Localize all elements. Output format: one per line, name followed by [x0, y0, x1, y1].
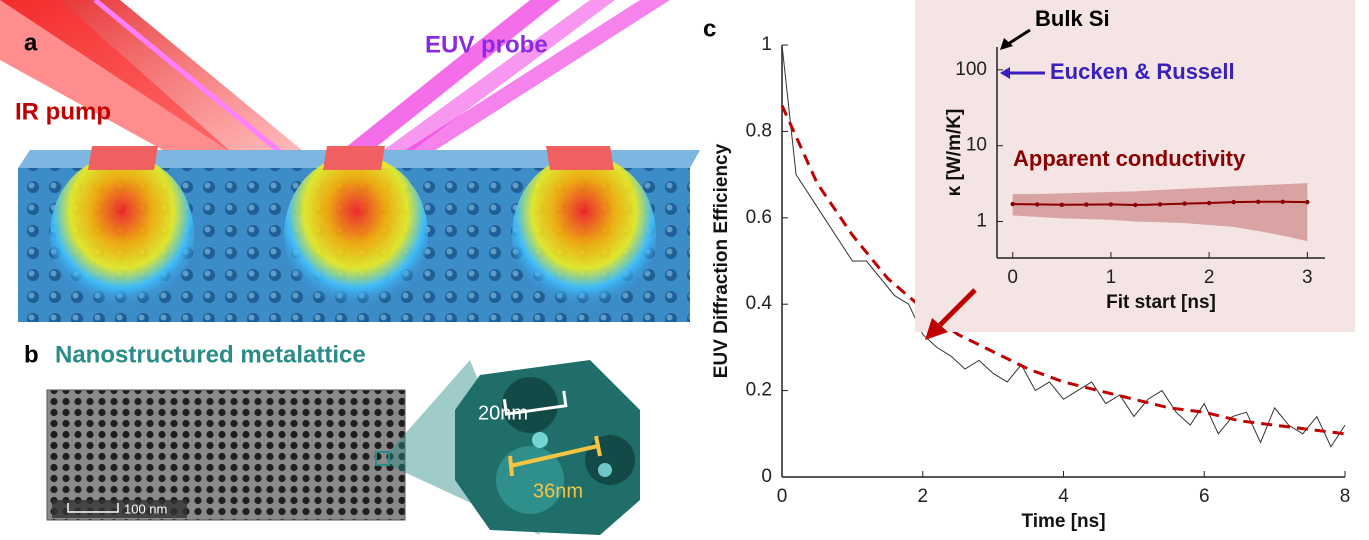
annotation: Bulk Si [1035, 6, 1110, 31]
data-point [1109, 202, 1113, 206]
heat-spot [284, 155, 428, 315]
probe-label: EUV probe [425, 31, 548, 58]
data-point [1035, 202, 1039, 206]
y-axis-label: EUV Diffraction Efficiency [711, 143, 732, 378]
y-tick-label: 1 [976, 211, 987, 232]
data-point [1231, 200, 1235, 204]
y-tick-label: 0.8 [746, 120, 772, 141]
y-tick-label: 100 [955, 59, 987, 80]
data-point [1182, 201, 1186, 205]
panel-label: c [703, 15, 716, 42]
series-label: Apparent conductivity [1013, 146, 1246, 171]
y-tick-label: 0.4 [746, 293, 773, 314]
probe-beam [370, 0, 615, 160]
pore [532, 432, 548, 448]
data-point [1060, 203, 1064, 207]
heat-spot [512, 155, 656, 315]
dimension-bar [510, 456, 512, 476]
y-tick-label: 0.2 [746, 380, 772, 401]
data-point [1256, 200, 1260, 204]
panel-label: b [24, 341, 39, 368]
panel-b: b Nanostructured metalattice 100 nm 20nm… [24, 341, 640, 535]
data-point [1158, 202, 1162, 206]
data-point [1133, 203, 1137, 207]
grating-pad [323, 146, 385, 170]
pore [585, 435, 635, 485]
x-tick-label: 2 [917, 486, 928, 507]
annotation: Eucken & Russell [1050, 59, 1235, 84]
x-tick-label: 2 [1204, 267, 1215, 288]
x-tick-label: 6 [1199, 486, 1210, 507]
y-tick-label: 1 [761, 34, 772, 55]
x-tick-label: 0 [777, 486, 788, 507]
panel-a: a IR pump EUV probe [0, 0, 700, 322]
grating-pad [546, 146, 614, 170]
x-tick-label: 0 [1007, 267, 1018, 288]
x-tick-label: 3 [1302, 267, 1313, 288]
y-axis-label: κ [W/m/K] [944, 109, 965, 197]
grating-pad [88, 146, 158, 170]
pore-dimension: 20nm [478, 402, 528, 424]
pore [598, 463, 612, 477]
data-point [1207, 201, 1211, 205]
panel-b-title: Nanostructured metalattice [55, 341, 366, 368]
y-tick-label: 0.6 [746, 207, 772, 228]
x-axis-label: Time [ns] [1021, 511, 1105, 532]
pump-label: IR pump [15, 98, 111, 125]
x-tick-label: 4 [1058, 486, 1069, 507]
scale-bar-label: 100 nm [124, 501, 167, 516]
cell-dimension: 36nm [533, 480, 583, 502]
y-tick-label: 10 [966, 135, 987, 156]
data-point [1084, 202, 1088, 206]
x-tick-label: 1 [1106, 267, 1117, 288]
data-point [1305, 200, 1309, 204]
x-tick-label: 8 [1340, 486, 1351, 507]
x-axis-label: Fit start [ns] [1106, 292, 1216, 313]
data-point [1011, 202, 1015, 206]
panel-label: a [24, 29, 38, 56]
figure: a IR pump EUV probe b Nanostructured met… [0, 0, 1369, 540]
heat-spot [50, 155, 194, 315]
y-tick-label: 0 [761, 466, 772, 487]
data-point [1281, 200, 1285, 204]
